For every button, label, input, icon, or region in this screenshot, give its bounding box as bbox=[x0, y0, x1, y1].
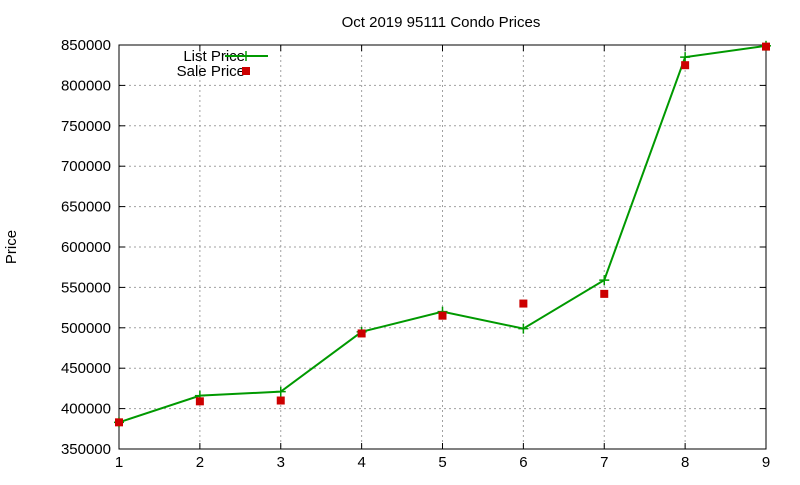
list-price-point bbox=[275, 386, 286, 397]
y-tick-label: 700000 bbox=[61, 158, 111, 175]
y-tick-label: 600000 bbox=[61, 239, 111, 256]
y-axis-label: Price bbox=[3, 230, 20, 264]
sale-price-point bbox=[357, 329, 366, 338]
x-tick-label: 4 bbox=[357, 454, 365, 471]
x-tick-label: 3 bbox=[277, 454, 285, 471]
y-tick-label: 850000 bbox=[61, 37, 111, 54]
sale-price-point bbox=[519, 299, 528, 308]
sale-price-point bbox=[681, 61, 690, 70]
chart-title: Oct 2019 95111 Condo Prices bbox=[342, 14, 541, 31]
sale-price-point bbox=[762, 42, 770, 51]
legend-label-sale-price: Sale Price bbox=[177, 63, 245, 80]
x-tick-label: 2 bbox=[196, 454, 204, 471]
y-tick-label: 450000 bbox=[61, 360, 111, 377]
list-price-point bbox=[518, 323, 529, 334]
sale-price-point bbox=[195, 397, 204, 406]
list-price-point bbox=[680, 52, 691, 63]
x-tick-label: 5 bbox=[438, 454, 446, 471]
series bbox=[114, 40, 771, 428]
grid bbox=[119, 45, 766, 449]
y-tick-label: 400000 bbox=[61, 401, 111, 418]
sale-price-point bbox=[276, 396, 285, 405]
x-tick-label: 9 bbox=[762, 454, 770, 471]
y-tick-label: 500000 bbox=[61, 320, 111, 337]
y-tick-label: 650000 bbox=[61, 199, 111, 216]
y-tick-label: 350000 bbox=[61, 441, 111, 458]
y-tick-label: 750000 bbox=[61, 118, 111, 135]
list-price-point bbox=[599, 275, 610, 286]
x-tick-label: 6 bbox=[519, 454, 527, 471]
y-tick-label: 550000 bbox=[61, 279, 111, 296]
x-tick-label: 7 bbox=[600, 454, 608, 471]
y-tick-label: 800000 bbox=[61, 77, 111, 94]
legend-swatch-sale-price bbox=[242, 67, 250, 75]
sale-price-point bbox=[438, 311, 447, 320]
x-tick-label: 8 bbox=[681, 454, 689, 471]
legend-label-list-price: List Price bbox=[183, 48, 245, 65]
sale-price-point bbox=[115, 418, 123, 427]
sale-price-point bbox=[600, 289, 609, 298]
axes: 350000 400000 450000 500000 550000 600000 6500… bbox=[61, 37, 770, 471]
x-tick-label: 1 bbox=[115, 454, 123, 471]
